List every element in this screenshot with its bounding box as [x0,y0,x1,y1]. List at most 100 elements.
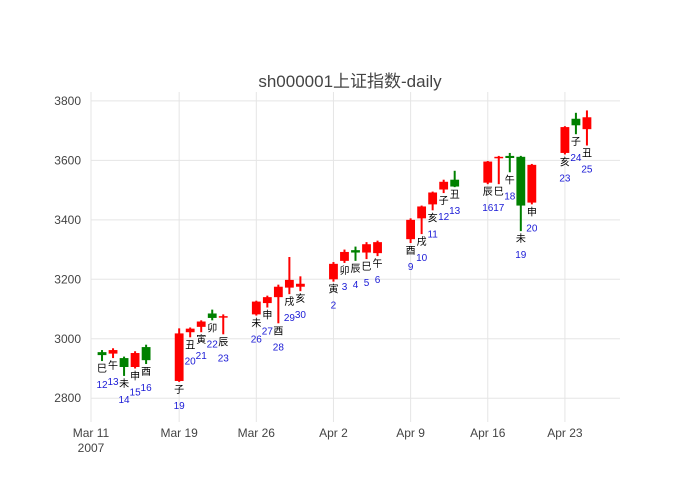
day-label: 21 [196,351,208,362]
branch-label: 亥 [428,211,438,224]
candle [284,257,294,295]
day-label: 4 [353,280,359,291]
candle [185,327,195,338]
candle-body [373,242,382,254]
candle-body [196,321,206,327]
x-tick-label: Mar 11 [73,426,110,440]
day-label: 29 [284,313,296,324]
candle-body [362,244,371,253]
branch-label: 未 [251,318,261,330]
day-label: 13 [449,206,461,217]
y-tick-label: 3600 [54,153,81,167]
branch-label: 子 [571,136,581,148]
branch-label: 寅 [196,333,206,346]
candle [251,300,261,316]
day-label: 20 [185,356,197,367]
day-label: 14 [119,395,131,406]
day-label: 20 [526,223,538,234]
branch-label: 申 [130,369,140,382]
candle-body [207,313,217,318]
branch-label: 丑 [450,190,460,201]
day-label: 15 [130,387,142,398]
branch-label: 子 [439,195,449,207]
day-label: 10 [416,253,428,264]
candle-body [582,117,592,130]
candle [351,246,360,261]
y-tick-label: 3200 [54,272,81,286]
day-label: 3 [342,282,348,293]
day-label: 6 [375,275,381,286]
y-tick-label: 3000 [54,332,81,346]
candle [406,218,416,244]
x-tick-label: Mar 26 [238,426,276,440]
day-label: 11 [427,229,438,240]
candle [262,295,272,308]
day-label: 13 [107,377,119,388]
day-label: 9 [408,262,414,273]
candle-body [483,161,493,183]
candle [218,314,228,335]
candle [362,242,371,260]
day-label: 28 [273,342,285,353]
x-tick-year-label: 2007 [78,441,105,455]
candle [428,191,438,211]
branch-label: 亥 [295,292,305,305]
branch-label: 申 [527,205,537,218]
candle [571,112,581,135]
candle-body [439,181,449,190]
x-tick-label: Mar 19 [160,426,198,440]
candle [207,309,217,321]
candle [119,356,129,376]
branch-label: 申 [262,309,272,322]
y-tick-label: 3400 [54,213,81,227]
y-tick-label: 3800 [54,94,81,108]
candle-body [273,286,283,298]
day-label: 16 [482,203,494,214]
candle-body [251,301,261,315]
day-label: 16 [141,383,153,394]
candles [97,110,592,382]
day-label: 26 [251,335,263,346]
candle-body [218,316,228,318]
candle-body [141,347,151,361]
branch-label: 亥 [560,155,570,168]
day-label: 18 [504,191,516,202]
candle-body [505,155,515,158]
branch-label: 丑 [582,149,592,160]
day-label: 19 [174,401,186,412]
candle [516,155,526,232]
candle [527,163,537,205]
candle [174,328,184,382]
branch-label: 午 [108,359,118,372]
branch-label: 酉 [141,367,151,378]
day-label: 22 [207,339,219,350]
branch-label: 午 [373,257,383,270]
candle [273,284,283,324]
day-label: 5 [364,278,370,289]
branch-label: 戌 [284,295,294,308]
day-label: 25 [581,165,593,176]
candle [340,249,349,263]
day-label: 30 [295,310,307,321]
branch-label: 酉 [406,246,416,257]
candle-body [284,279,294,288]
candle [560,126,570,155]
branch-label: 巳 [362,261,372,273]
candle-body [428,192,438,205]
candle-body [295,283,305,287]
day-label: 2 [331,301,337,312]
branch-label: 寅 [328,283,338,296]
candle [483,160,493,185]
candle-body [516,156,526,206]
candle-body [417,206,427,219]
day-label: 24 [570,153,582,164]
day-label: 23 [559,173,571,184]
candle-body [351,250,360,253]
candle [494,155,504,185]
chart-title: sh000001上证指数-daily [258,72,442,91]
branch-label: 辰 [351,263,361,275]
candle-body [97,352,107,356]
candle [505,152,515,173]
day-label: 17 [493,203,505,214]
